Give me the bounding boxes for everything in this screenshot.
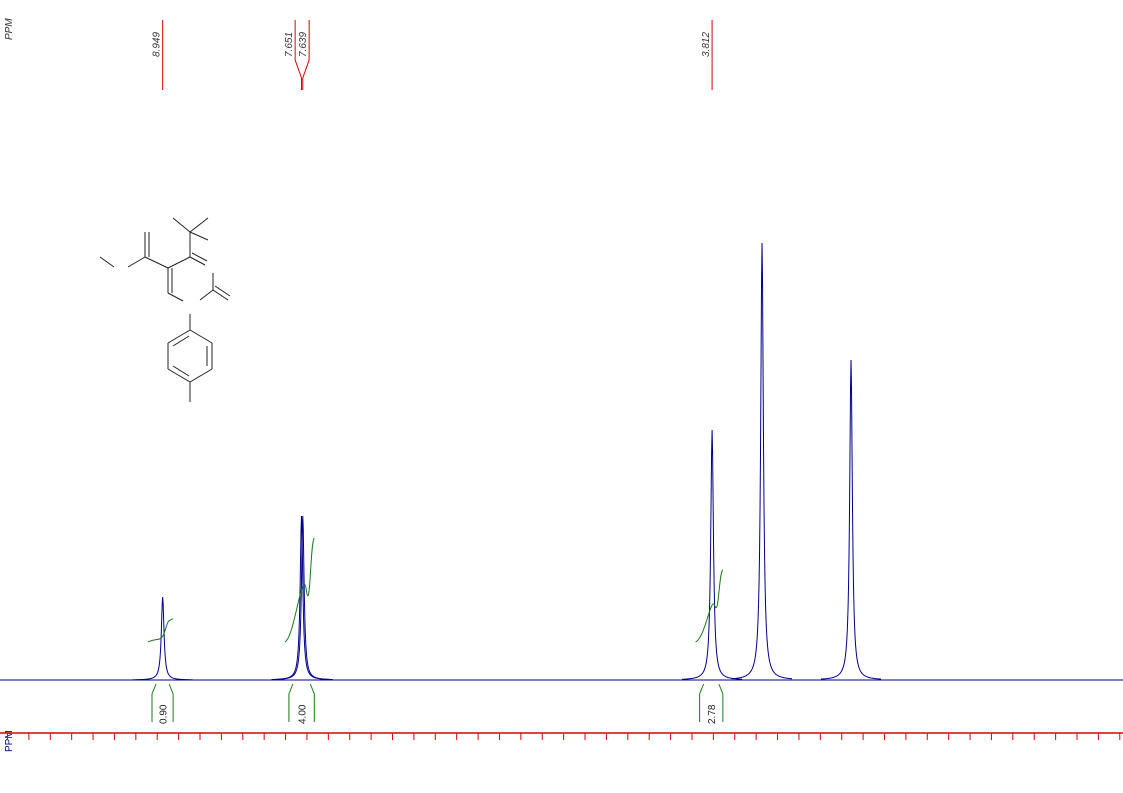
integral-curve xyxy=(284,537,315,643)
peak xyxy=(132,596,193,681)
integral-bracket xyxy=(151,683,157,722)
peak-label-line xyxy=(302,20,310,90)
peak-label-line xyxy=(294,20,302,90)
peak-label: 8.949 xyxy=(152,32,163,57)
integral-curve xyxy=(147,618,174,643)
axis-label-top: PPM xyxy=(4,18,15,40)
peak-label: 7.639 xyxy=(298,32,309,57)
integral-bracket xyxy=(168,683,174,722)
molecule xyxy=(99,217,231,402)
peak-label: 3.812 xyxy=(701,32,712,57)
integral-label: 0.90 xyxy=(159,704,170,724)
integral-bracket xyxy=(288,683,294,722)
peak xyxy=(732,242,793,680)
peak-label: 7.651 xyxy=(284,32,295,57)
peak xyxy=(820,359,882,680)
peak xyxy=(682,429,743,680)
integral-bracket xyxy=(699,683,705,722)
integral-label: 2.78 xyxy=(707,704,718,724)
axis-label: PPM xyxy=(4,730,15,752)
integral-curve xyxy=(695,569,724,643)
integral-bracket xyxy=(718,683,724,722)
integral-bracket xyxy=(309,683,315,722)
integral-label: 4.00 xyxy=(298,704,309,724)
peak xyxy=(272,515,333,681)
